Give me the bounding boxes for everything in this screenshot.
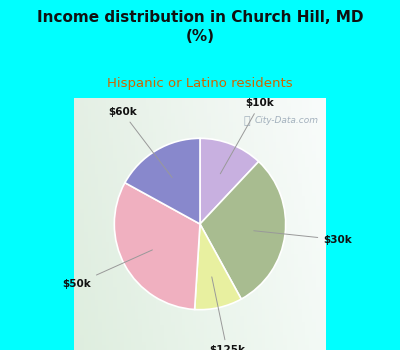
Text: Income distribution in Church Hill, MD
(%): Income distribution in Church Hill, MD (…	[37, 10, 363, 44]
Text: $10k: $10k	[220, 98, 274, 174]
Text: ⓘ: ⓘ	[244, 116, 250, 126]
Wedge shape	[200, 138, 259, 224]
Text: $30k: $30k	[254, 231, 352, 245]
Wedge shape	[125, 138, 200, 224]
Wedge shape	[200, 162, 286, 299]
Text: $60k: $60k	[108, 107, 172, 177]
Wedge shape	[114, 183, 200, 309]
Text: $125k: $125k	[209, 277, 245, 350]
Text: City-Data.com: City-Data.com	[254, 116, 318, 125]
Text: Hispanic or Latino residents: Hispanic or Latino residents	[107, 77, 293, 90]
Text: $50k: $50k	[62, 250, 152, 289]
Wedge shape	[195, 224, 241, 310]
